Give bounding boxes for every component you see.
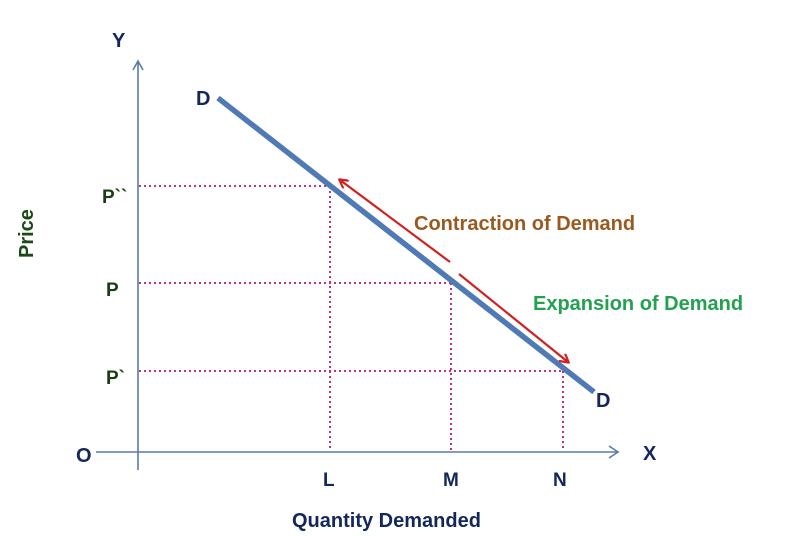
x-axis-title: Quantity Demanded bbox=[292, 510, 481, 532]
quantity-label-l: L bbox=[323, 470, 335, 491]
y-axis-title: Price bbox=[16, 209, 38, 258]
demand-curve bbox=[216, 95, 596, 395]
y-axis-arrowhead-icon bbox=[132, 59, 144, 71]
y-axis-label: Y bbox=[112, 30, 126, 52]
demand-start-label: D bbox=[196, 88, 211, 110]
price-label-pprime: P` bbox=[106, 368, 125, 389]
x-axis-label: X bbox=[643, 443, 657, 465]
quantity-label-n: N bbox=[553, 470, 567, 491]
demand-end-label: D bbox=[596, 390, 611, 412]
price-label-pdoubleprime: P`` bbox=[102, 187, 128, 208]
axes bbox=[96, 59, 620, 470]
origin-label: O bbox=[76, 445, 92, 467]
expansion-annotation: Expansion of Demand bbox=[533, 293, 744, 315]
expansion-arrow-icon bbox=[458, 273, 568, 362]
guide-lines bbox=[139, 185, 564, 451]
price-label-p: P bbox=[106, 280, 119, 301]
quantity-label-m: M bbox=[443, 470, 459, 491]
x-axis-arrowhead-icon bbox=[608, 445, 620, 459]
contraction-arrow-icon bbox=[340, 180, 451, 263]
contraction-annotation: Contraction of Demand bbox=[414, 213, 636, 235]
